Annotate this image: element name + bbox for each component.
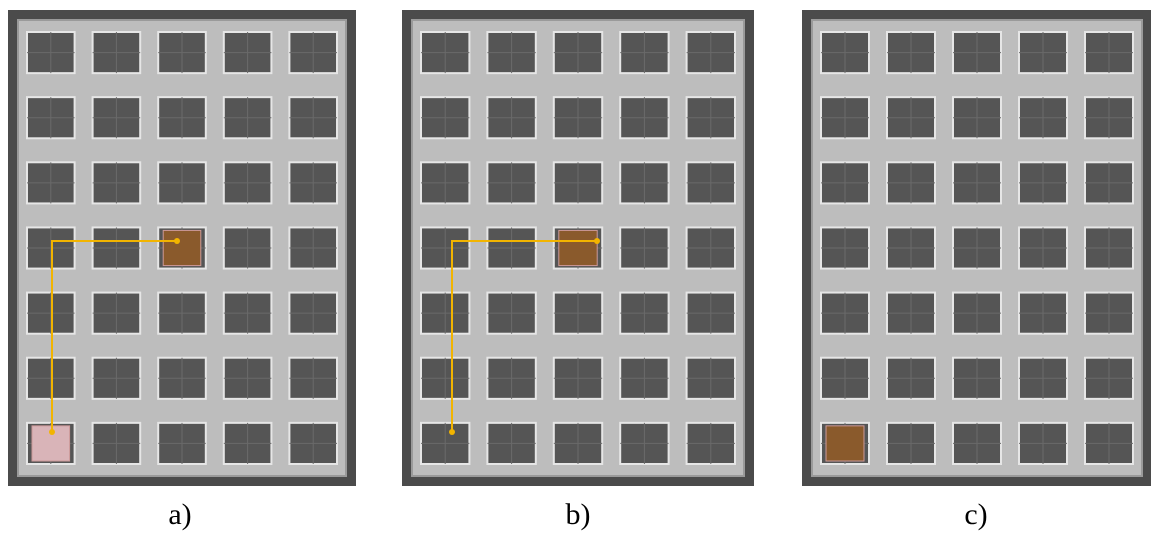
grid-panel [8,10,356,486]
caption: b) [566,498,591,531]
route-end [49,429,55,435]
highlight [559,230,597,265]
highlight [826,426,864,461]
grid-panel [802,10,1151,486]
figure: a) b) c) [0,0,1151,534]
route-end [449,429,455,435]
route-end [594,238,600,244]
grid-panel [402,10,754,486]
page: a) b) c) (() => { const data = JSON.pars… [0,0,1151,534]
route-end [174,238,180,244]
caption: c) [964,498,987,531]
highlight [163,230,201,265]
caption: a) [168,498,191,531]
